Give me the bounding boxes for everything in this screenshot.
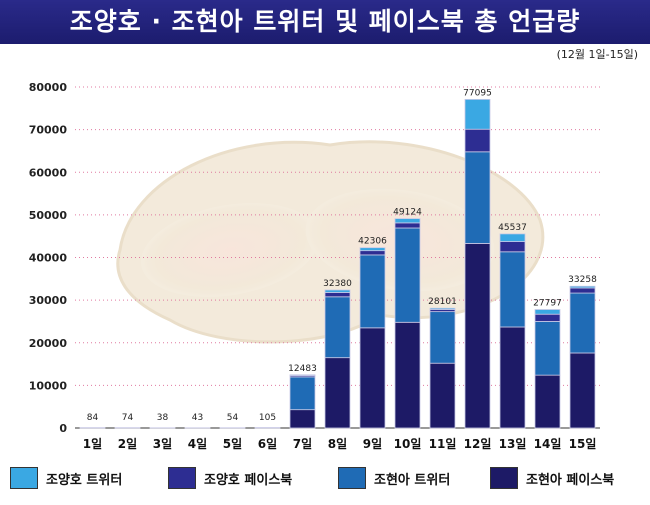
legend-label: 조현아 페이스북	[526, 472, 615, 488]
bar-segment	[569, 285, 596, 289]
x-tick-label: 4일	[188, 437, 207, 451]
legend-swatch	[490, 467, 518, 489]
x-tick-label: 2일	[118, 437, 137, 451]
chart-title: 조양호 · 조현아 트위터 및 페이스북 총 언급량	[0, 0, 650, 44]
legend-item-조양호-트위터: 조양호 트위터	[10, 466, 122, 490]
y-tick-label: 0	[59, 422, 67, 435]
y-tick-label: 30000	[29, 294, 68, 307]
y-tick-label: 70000	[29, 124, 68, 137]
bar-segment	[534, 374, 561, 429]
x-tick-label: 11일	[429, 437, 457, 451]
bar-segment	[359, 327, 386, 429]
bar-segment	[499, 326, 526, 429]
x-tick-label: 13일	[499, 437, 527, 451]
x-tick-label: 10일	[394, 437, 422, 451]
data-label: 49124	[393, 208, 422, 218]
data-label: 84	[87, 413, 99, 423]
data-label: 42306	[358, 237, 387, 247]
data-label: 38	[157, 413, 169, 423]
bar-segment	[324, 296, 351, 359]
bar-segment	[429, 311, 456, 364]
data-label: 33258	[568, 275, 597, 285]
bar-segment	[499, 241, 526, 253]
legend-label: 조양호 페이스북	[204, 472, 293, 488]
x-tick-label: 7일	[293, 437, 312, 451]
data-label: 105	[259, 413, 276, 423]
bar-segment	[534, 321, 561, 376]
data-label: 45537	[498, 223, 527, 233]
bar-segment	[464, 243, 491, 429]
bar-segment	[569, 352, 596, 429]
x-tick-label: 15일	[569, 437, 597, 451]
bar-segment	[534, 309, 561, 315]
legend-item-조현아-트위터: 조현아 트위터	[338, 466, 450, 490]
chart-legend: 조양호 트위터 조양호 페이스북 조현아 트위터 조현아 페이스북	[0, 458, 650, 498]
legend-item-조양호-페이스북: 조양호 페이스북	[168, 466, 292, 490]
y-tick-label: 20000	[29, 337, 68, 350]
bar-segment	[534, 313, 561, 322]
bar-segment	[289, 374, 316, 377]
x-tick-label: 8일	[328, 437, 347, 451]
bar-segment	[359, 247, 386, 252]
y-tick-label: 60000	[29, 166, 68, 179]
bar-segment	[464, 98, 491, 130]
legend-swatch	[10, 467, 38, 489]
x-tick-label: 12일	[464, 437, 492, 451]
chart-subtitle: (12월 1일-15일)	[556, 48, 638, 61]
legend-swatch	[338, 467, 366, 489]
x-tick-label: 6일	[258, 437, 277, 451]
bar-segment	[289, 409, 316, 429]
data-label: 43	[192, 413, 203, 423]
data-label: 54	[227, 413, 239, 423]
bar-segment	[569, 292, 596, 354]
bar-segment	[324, 292, 351, 298]
legend-swatch	[168, 467, 196, 489]
x-tick-label: 9일	[363, 437, 382, 451]
bar-segment	[394, 218, 421, 224]
data-label: 27797	[533, 299, 562, 309]
bar-segment	[324, 289, 351, 293]
data-label: 77095	[463, 88, 492, 98]
stacked-bar-chart: 0 10000 20000 30000 40000 50000 60000 70000 8000…	[29, 81, 600, 451]
y-tick-label: 40000	[29, 252, 68, 265]
bar-segment	[464, 128, 491, 153]
data-label: 12483	[288, 364, 317, 374]
y-tick-label: 50000	[29, 209, 68, 222]
data-label: 32380	[323, 279, 352, 289]
bar-segment	[429, 362, 456, 429]
x-tick-label: 14일	[534, 437, 562, 451]
bar-segment	[429, 307, 456, 310]
bar-segment	[464, 151, 491, 244]
bar-segment	[359, 254, 386, 329]
x-tick-label: 1일	[83, 437, 102, 451]
bar-segment	[569, 287, 596, 294]
bar-segment	[499, 233, 526, 242]
x-tick-label: 3일	[153, 437, 172, 451]
bar-segment	[359, 250, 386, 256]
bar-segment	[394, 227, 421, 323]
bar-segment	[324, 357, 351, 429]
bar-segment	[499, 251, 526, 328]
data-label: 28101	[428, 297, 457, 307]
legend-item-조현아-페이스북: 조현아 페이스북	[490, 466, 614, 490]
bar-segment	[289, 376, 316, 411]
bar-segment	[394, 222, 421, 229]
legend-label: 조현아 트위터	[374, 472, 451, 488]
x-tick-label: 5일	[223, 437, 242, 451]
bar-segment	[394, 321, 421, 429]
y-tick-label: 80000	[29, 81, 68, 94]
data-label: 74	[122, 413, 134, 423]
legend-label: 조양호 트위터	[46, 472, 123, 488]
y-tick-label: 10000	[29, 379, 68, 392]
